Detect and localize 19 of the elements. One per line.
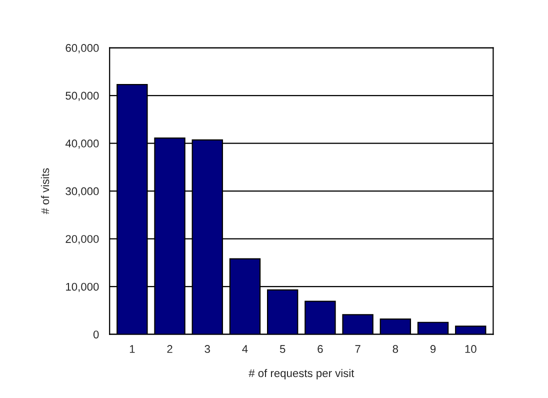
y-tick-label: 20,000 (66, 235, 99, 244)
x-tick-label: 3 (204, 345, 210, 353)
y-axis-title: # of visits (40, 168, 50, 214)
x-tick-label: 8 (392, 345, 398, 353)
x-axis-title: # of requests per visit (248, 368, 354, 380)
y-tick-label: 30,000 (66, 187, 99, 196)
y-tick-label: 10,000 (66, 282, 99, 292)
x-tick-label: 9 (430, 345, 436, 353)
x-tick-label: 5 (280, 345, 286, 353)
x-tick-label: 10 (465, 345, 476, 353)
x-tick-label: 2 (167, 345, 172, 353)
x-tick-label: 7 (355, 345, 360, 353)
y-tick-label: 0 (93, 330, 99, 338)
y-tick-label: 60,000 (66, 44, 99, 54)
x-tick-label: 4 (242, 345, 248, 353)
y-tick-label: 50,000 (66, 92, 99, 101)
x-tick-label: 1 (130, 345, 135, 353)
x-tick-label: 6 (318, 345, 323, 353)
y-tick-label: 40,000 (65, 140, 99, 149)
